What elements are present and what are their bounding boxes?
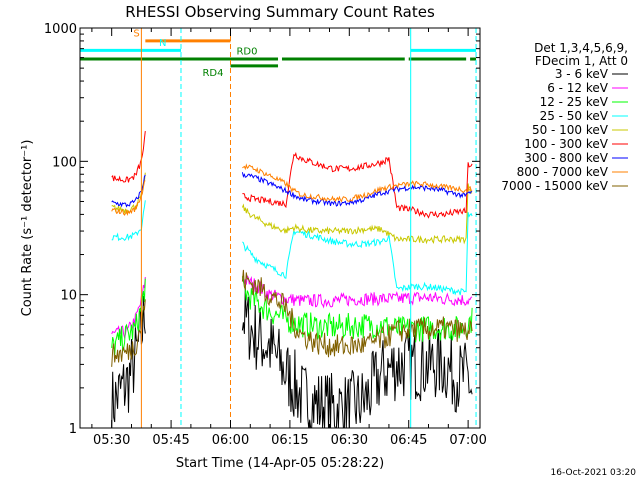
x-tick-label: 05:30 [93,433,130,448]
series-800-7000-keV [111,163,473,216]
plot-frame [79,27,481,429]
series-12-25-keV [111,276,473,356]
legend-entry-label: 100 - 300 keV [524,137,608,151]
series-300-800-keV [111,172,473,208]
legend-entry-label: 50 - 100 keV [532,123,609,137]
y-tick-label: 100 [52,155,77,170]
legend-entry-label: 12 - 25 keV [540,95,609,109]
status-bar-rd0: RD0 [80,47,477,61]
series-line [241,276,473,343]
series-line [111,200,146,242]
legend-header: Det 1,3,4,5,6,9, [534,41,628,55]
legend-entry-label: 800 - 7000 keV [517,165,609,179]
legend-entry-label: 7000 - 15000 keV [501,179,608,193]
status-label: N [159,38,166,49]
y-tick-label: 1000 [44,22,77,37]
legend-entry-label: 6 - 12 keV [547,81,609,95]
legend: Det 1,3,4,5,6,9,FDecim 1, Att 03 - 6 keV… [501,41,628,193]
legend-entry-label: 25 - 50 keV [540,109,609,123]
series-7000-15000-keV [111,269,473,367]
plot-layers: S N RD0 RD4 [79,28,477,429]
series-line [242,151,473,219]
series-line [111,299,146,367]
series-line [111,295,146,429]
x-tick-label: 06:30 [331,433,368,448]
x-tick-label: 06:45 [390,433,427,448]
series-line [111,131,146,183]
legend-header: FDecim 1, Att 0 [535,54,628,68]
y-tick-label: 10 [60,289,77,304]
x-tick-label: 05:45 [152,433,189,448]
x-tick-label: 06:15 [271,433,308,448]
x-axis-label: Start Time (14-Apr-05 05:28:22) [176,456,384,471]
series-6-12-keV [111,274,473,340]
y-tick-label: 1 [69,422,77,437]
series-line [111,172,146,215]
series-line [241,183,473,245]
status-bar-n: N [80,38,477,52]
status-label: S [133,28,139,39]
y-axis-label: Count Rate (s⁻¹ detector⁻¹) [20,140,35,317]
series-line [242,212,473,296]
series-line [241,269,473,358]
series-line [111,180,146,216]
legend-entry-label: 300 - 800 keV [524,151,608,165]
x-tick-label: 06:00 [212,433,249,448]
series-line [242,163,473,203]
series-line [111,174,146,208]
chart-title: RHESSI Observing Summary Count Rates [125,3,435,21]
status-bar-s: S [133,28,231,43]
legend-entry-label: 3 - 6 keV [555,67,609,81]
series-line [241,287,473,429]
series-line [111,276,146,340]
status-bar-rd4: RD4 [202,64,279,79]
series-25-50-keV [111,200,473,296]
series-100-300-keV [111,131,473,219]
generation-timestamp: 16-Oct-2021 03:20 [551,468,637,478]
x-tick-label: 07:00 [449,433,486,448]
series-line [242,274,473,309]
axes-layer: 05:30 05:45 06:00 06:15 06:30 06:45 07:00 1 10 10… [44,22,487,448]
status-label: RD4 [202,68,223,79]
status-label: RD0 [236,47,257,58]
series-line [111,278,146,356]
